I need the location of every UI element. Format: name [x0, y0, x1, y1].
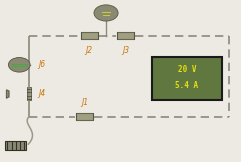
Text: 20 V: 20 V — [178, 65, 196, 74]
FancyBboxPatch shape — [152, 57, 222, 100]
FancyBboxPatch shape — [81, 32, 98, 39]
FancyBboxPatch shape — [5, 141, 26, 150]
Text: J1: J1 — [81, 98, 88, 107]
Text: J4: J4 — [39, 89, 46, 98]
Text: 5.4 A: 5.4 A — [175, 81, 198, 90]
Circle shape — [8, 58, 30, 72]
FancyBboxPatch shape — [27, 87, 31, 100]
Text: J2: J2 — [86, 46, 93, 55]
Polygon shape — [7, 90, 9, 98]
FancyBboxPatch shape — [117, 32, 134, 39]
Circle shape — [94, 5, 118, 21]
FancyBboxPatch shape — [76, 113, 93, 120]
Text: J6: J6 — [39, 60, 46, 69]
Text: J3: J3 — [122, 46, 129, 55]
